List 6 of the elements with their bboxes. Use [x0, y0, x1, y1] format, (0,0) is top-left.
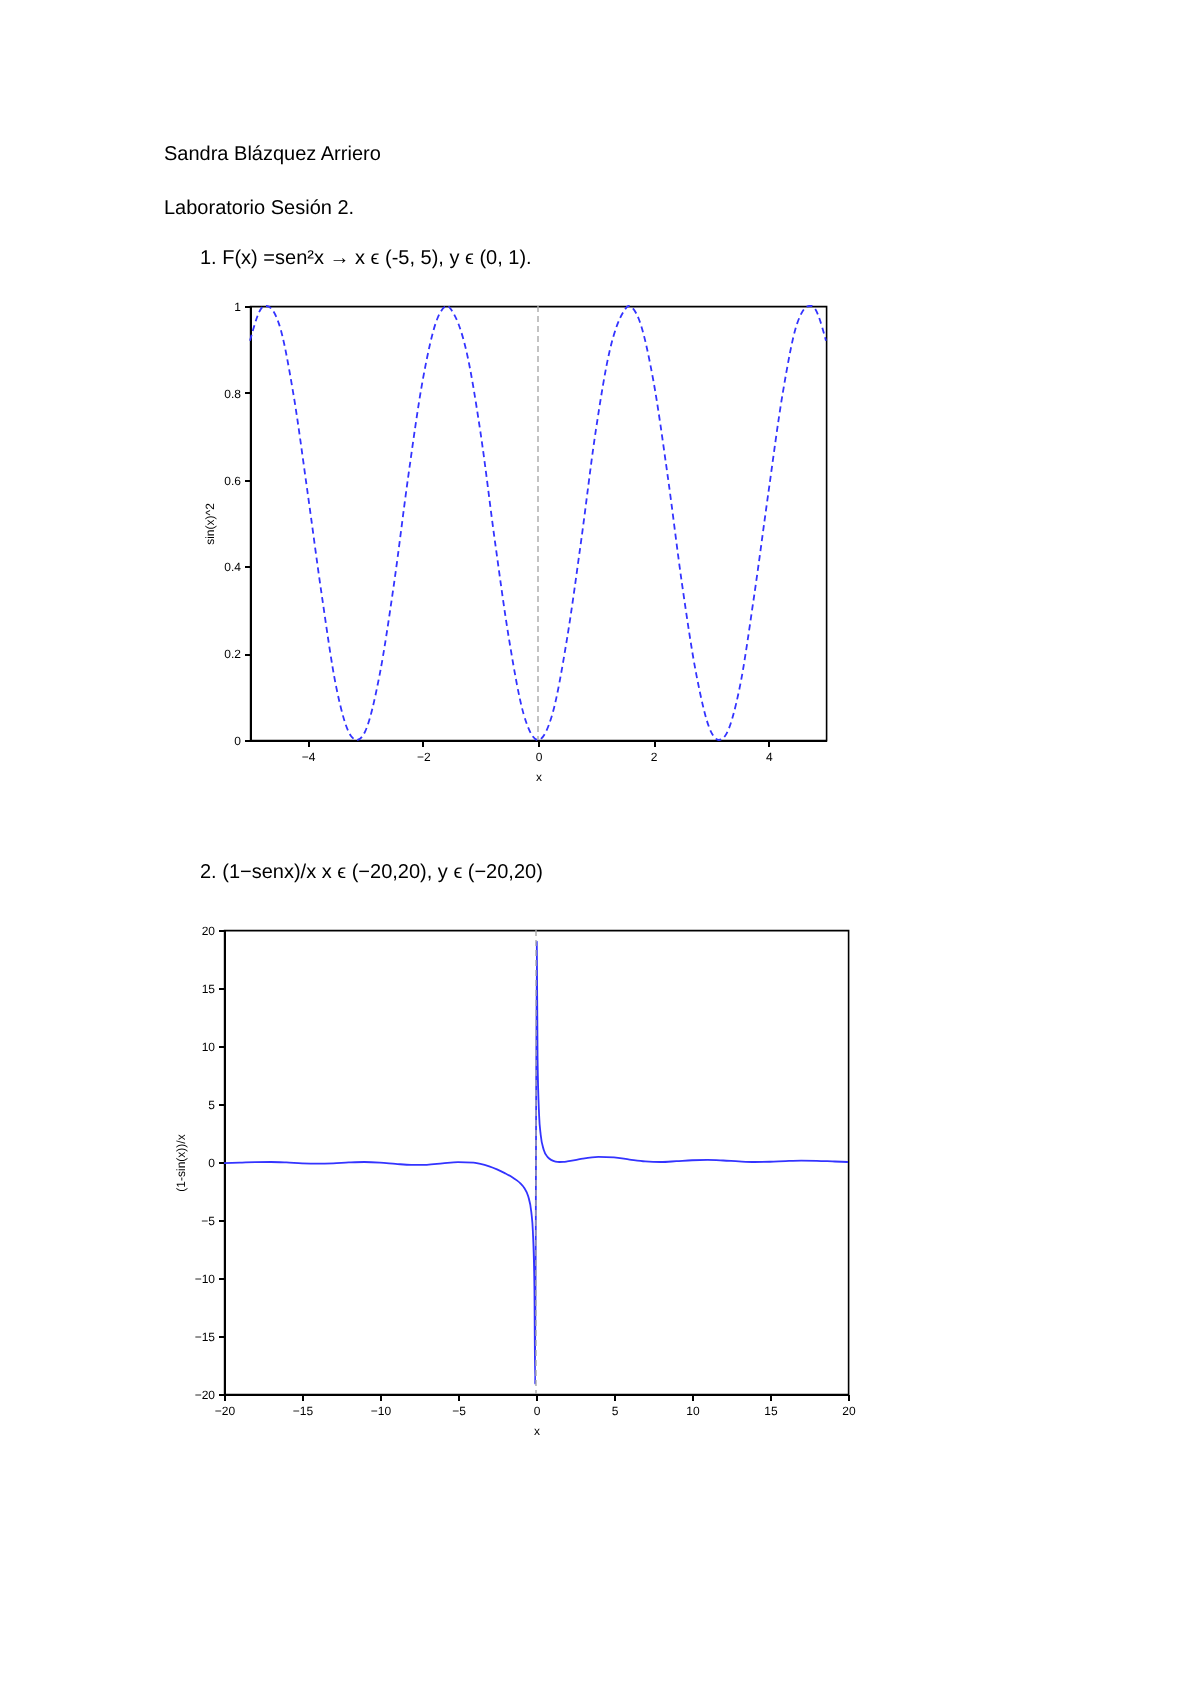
chart-title: 1. F(x) =sen²x → x ϵ (-5, 5), y ϵ (0, 1).: [200, 248, 532, 270]
text: Sandra Blázquez Arriero: [164, 144, 381, 166]
line-series: [249, 305, 827, 741]
text: Laboratorio Sesión 2.: [164, 198, 355, 220]
chart-title: 2. (1−senx)/x x ϵ (−20,20), y ϵ (−20,20): [200, 862, 543, 884]
line-series: [223, 940, 849, 1386]
